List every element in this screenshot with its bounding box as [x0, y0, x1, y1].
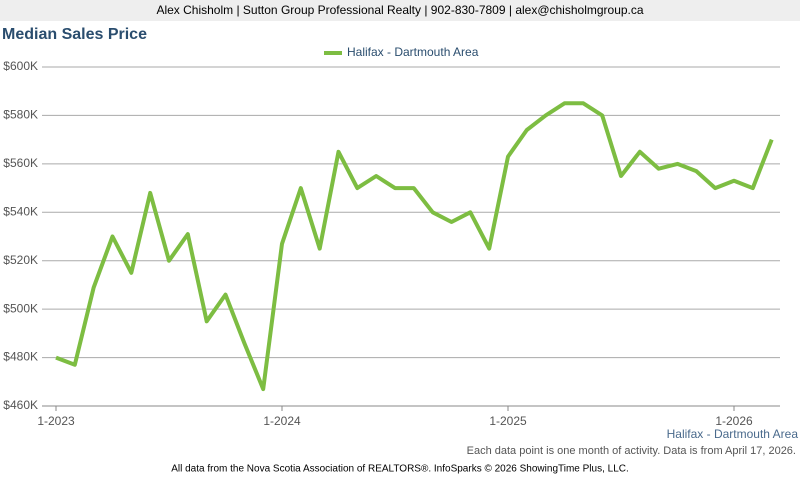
- area-label: Halifax - Dartmouth Area: [667, 427, 799, 441]
- y-tick-label: $600K: [3, 59, 38, 73]
- y-tick-label: $500K: [3, 301, 38, 315]
- footer: All data from the Nova Scotia Associatio…: [171, 464, 629, 475]
- x-tick-label: 1-2023: [37, 414, 75, 428]
- header-text: Alex Chisholm | Sutton Group Professiona…: [156, 3, 643, 17]
- y-tick-label: $520K: [3, 253, 38, 267]
- y-tick-label: $580K: [3, 108, 38, 122]
- y-tick-label: $480K: [3, 350, 38, 364]
- header-bar: [0, 0, 800, 21]
- y-tick-label: $560K: [3, 156, 38, 170]
- x-tick-label: 1-2025: [489, 414, 527, 428]
- chart-title: Median Sales Price: [2, 26, 147, 43]
- y-tick-label: $540K: [3, 204, 38, 218]
- y-tick-label: $460K: [3, 398, 38, 412]
- x-tick-label: 1-2024: [263, 414, 301, 428]
- note: Each data point is one month of activity…: [467, 445, 796, 457]
- legend-label: Halifax - Dartmouth Area: [347, 45, 479, 59]
- data-line: [55, 101, 774, 392]
- x-tick-label: 1-2026: [715, 414, 753, 428]
